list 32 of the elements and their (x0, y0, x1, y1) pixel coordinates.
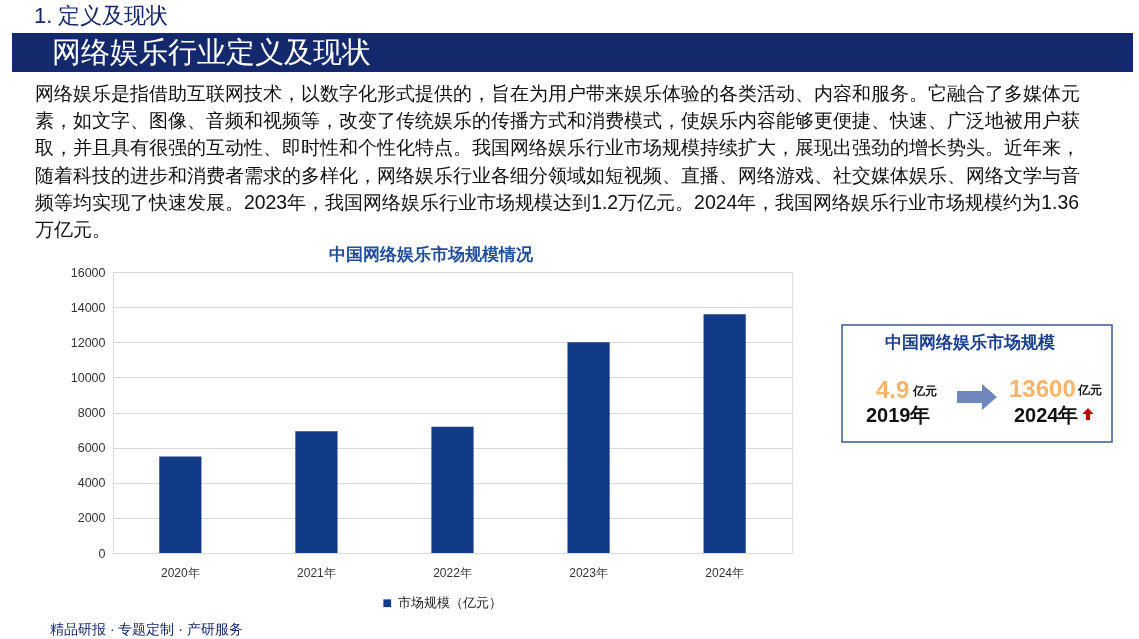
text: 精品研报 · 专题定制 · 产研服务 (50, 621, 243, 637)
chart-title: 中国网络娱乐市场规模情况 (329, 245, 534, 264)
text: 网络娱乐行业定义及现状 (52, 36, 371, 68)
y-tick-label: 4000 (77, 476, 106, 491)
bar (703, 314, 746, 553)
y-tick-label: 0 (98, 546, 106, 561)
x-tick-label: 2021年 (297, 565, 336, 580)
data-label: 13600 (1009, 375, 1076, 402)
text: 亿元 (912, 384, 937, 398)
text: 网络娱乐是指借助互联网技术，以数字化形式提供的，旨在为用户带来娱乐体验的各类活动、内容和服务。它融合了多媒体元素，如文字、图像、音频和视频等，改变了传统娱乐的传播方式和消费模式，使娱乐内容能够更便捷、快速、广泛地被用户获取，并且具有很强的互动性、即时性和个性化特点。我国网络娱乐行业市场规模持续扩大，展现出强劲的增长势头。近年来，随着科技的进步和消费者需求的多样化，网络娱乐行业各细分领域如短视频、直播、网络游戏、社交媒体娱乐、网络文学与音频等均实现了快速发展。2023年，我国网络娱乐行业市场规模达到1.2万亿元。2024年，我国网络娱乐行业市场规模约为1.36万亿元。 (35, 82, 1080, 240)
y-tick-label: 2000 (77, 511, 106, 526)
x-tick-label: 2022年 (433, 565, 472, 580)
bar (295, 431, 338, 553)
y-tick-label: 12000 (70, 335, 106, 350)
x-tick-label: 2024年 (705, 565, 744, 580)
text: 中国网络娱乐市场规模 (885, 333, 1055, 352)
bar (431, 426, 474, 553)
category-label: 2024年 (1014, 404, 1079, 426)
x-tick-label: 2023年 (569, 565, 608, 580)
text: 1. 定义及现状 (34, 3, 169, 28)
y-tick-label: 14000 (70, 300, 106, 315)
y-tick-label: 6000 (77, 441, 106, 456)
legend-label: 市场规模（亿元） (397, 596, 502, 611)
x-tick-label: 2020年 (161, 565, 200, 580)
y-tick-label: 8000 (77, 406, 106, 420)
data-label: 4.9 (876, 376, 910, 403)
y-tick-label: 10000 (70, 370, 106, 385)
bar (567, 342, 610, 553)
bar (159, 456, 202, 553)
y-tick-label: 16000 (70, 265, 106, 280)
category-label: 2019年 (866, 404, 931, 426)
text: 亿元 (1077, 383, 1102, 397)
